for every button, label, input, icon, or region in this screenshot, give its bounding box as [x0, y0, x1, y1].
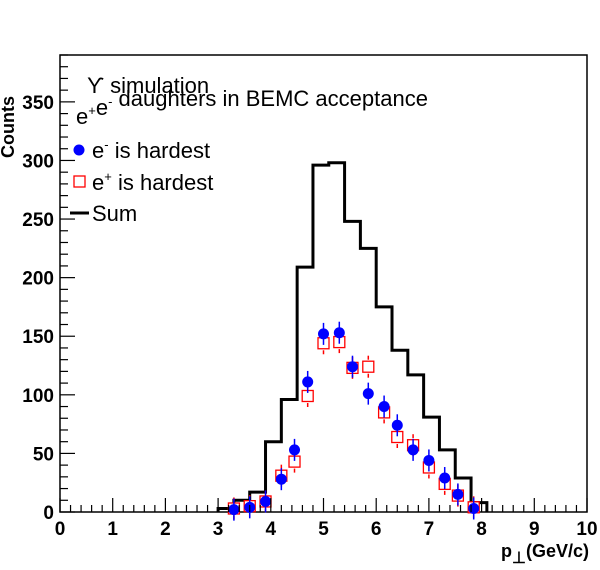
e-minus-point — [452, 488, 464, 500]
sum-histogram — [216, 161, 489, 512]
e-minus-point — [318, 328, 329, 340]
sum-histogram-line — [216, 161, 489, 512]
y-tick-label: 300 — [22, 151, 54, 172]
legend-label-base: e — [92, 138, 104, 163]
annotation-particle: e — [96, 95, 108, 120]
e-minus-point — [289, 444, 301, 456]
legend-label-base: e — [92, 170, 104, 195]
x-tick-label: 2 — [160, 519, 171, 540]
x-tick-label: 5 — [318, 519, 329, 540]
annotation-acceptance-text: daughters in BEMC acceptance — [112, 86, 428, 111]
annotation-simulation-text: simulation — [104, 73, 209, 98]
x-tick-label: 0 — [55, 519, 66, 540]
e-minus-point — [275, 473, 287, 485]
y-tick-label: 150 — [22, 327, 54, 348]
y-tick-label: 350 — [22, 93, 54, 114]
e-minus-point — [302, 376, 314, 388]
e-minus-point — [362, 388, 374, 400]
legend-marker-e-plus — [73, 175, 86, 188]
x-tick-label: 7 — [424, 519, 435, 540]
legend-marker-e-minus — [73, 144, 85, 156]
e-minus-point — [378, 401, 390, 413]
annotation-upsilon-symbol: ϒ — [87, 73, 104, 98]
e-minus-point — [391, 419, 403, 431]
e-minus-point — [468, 502, 480, 514]
annotation-charge-superscript: + — [88, 103, 96, 118]
x-axis-title: p⊥(GeV/c) — [501, 541, 589, 567]
y-tick-label: 50 — [33, 444, 54, 465]
x-tick-label: 6 — [371, 519, 382, 540]
e-minus-point — [346, 361, 358, 373]
x-tick-label: 10 — [576, 519, 597, 540]
x-tick-label: 4 — [266, 519, 277, 540]
x-tick-label: 8 — [476, 519, 487, 540]
y-tick-label: 200 — [22, 269, 54, 290]
y-tick-label: 0 — [43, 503, 54, 524]
x-axis-title-main: p — [501, 541, 512, 561]
annotation-daughters: e+e- daughters in BEMC acceptance — [76, 86, 428, 129]
x-tick-label: 9 — [529, 519, 540, 540]
x-tick-label: 3 — [213, 519, 224, 540]
x-tick-label: 1 — [107, 519, 118, 540]
e-minus-series — [228, 321, 480, 521]
legend-label-rest: is hardest — [109, 138, 211, 163]
legend-label-e-minus: e- is hardest — [92, 137, 210, 163]
annotation-charge-superscript: - — [108, 94, 112, 109]
legend-label-superscript: + — [104, 169, 112, 184]
e-minus-point — [423, 454, 435, 466]
e-plus-point — [362, 360, 375, 373]
e-minus-point — [333, 327, 345, 339]
x-axis-title-unit: (GeV/c) — [526, 541, 589, 561]
legend-label-superscript: - — [104, 137, 108, 152]
y-axis-title: Counts — [0, 96, 18, 158]
x-axis-title-subscript: ⊥ — [512, 550, 526, 567]
y-tick-label: 250 — [22, 210, 54, 231]
legend-label-e-plus: e+ is hardest — [92, 169, 213, 195]
e-minus-point — [407, 444, 419, 456]
annotation-particle: e — [76, 104, 88, 129]
axes: 0 1 2 3 4 5 6 7 8 9 10050100150200250300350Countsp… — [0, 54, 598, 567]
legend-label-sum: Sum — [92, 201, 137, 226]
e-minus-point — [228, 504, 240, 516]
e-minus-point — [260, 495, 272, 507]
e-minus-point — [439, 472, 451, 484]
y-tick-label: 100 — [22, 386, 54, 407]
annotation-upsilon-simulation: ϒ simulation — [87, 73, 209, 98]
legend-label-rest: is hardest — [112, 170, 214, 195]
